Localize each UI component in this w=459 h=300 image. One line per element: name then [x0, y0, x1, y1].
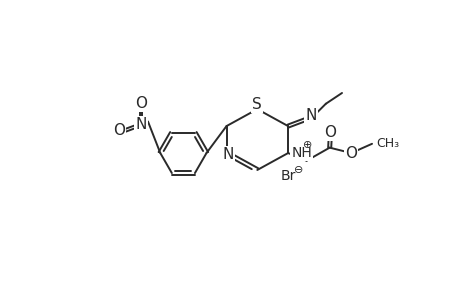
Text: N: N: [135, 117, 146, 132]
Text: ⊕: ⊕: [303, 140, 312, 150]
Text: O: O: [135, 96, 147, 111]
Text: S: S: [252, 97, 262, 112]
Text: N: N: [222, 147, 233, 162]
Text: O: O: [345, 146, 357, 160]
Text: NH: NH: [291, 146, 312, 160]
Text: Br: Br: [280, 169, 295, 183]
Text: CH₃: CH₃: [375, 137, 398, 150]
Text: O: O: [324, 125, 336, 140]
Text: ⊖: ⊖: [294, 165, 303, 175]
Text: N: N: [305, 108, 316, 123]
Text: O: O: [112, 123, 124, 138]
